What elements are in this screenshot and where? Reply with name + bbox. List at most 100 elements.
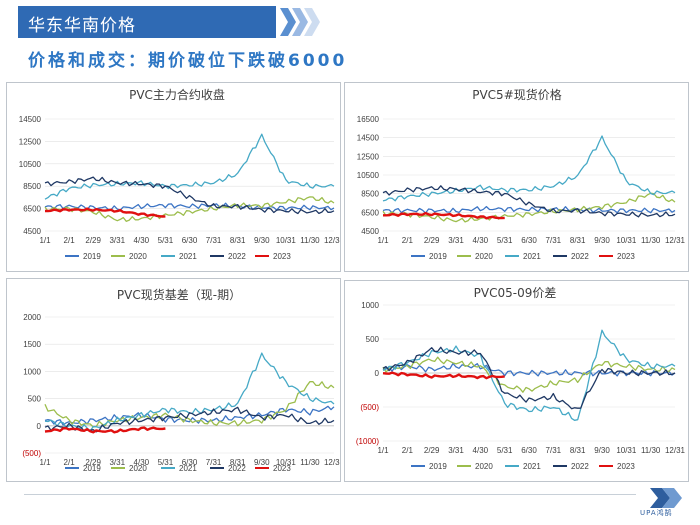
company-logo-text: UPA鸿鹄 xyxy=(640,509,673,517)
y-tick-label: (1000) xyxy=(356,437,379,446)
legend-label-2022: 2022 xyxy=(571,462,589,471)
x-tick-label: 6/30 xyxy=(521,236,537,245)
series-line-2022 xyxy=(44,406,335,433)
y-tick-label: 8500 xyxy=(23,182,41,191)
series-line-2020 xyxy=(44,196,335,222)
series-line-2021 xyxy=(44,133,335,200)
series-line-2021 xyxy=(382,329,676,421)
chevron-right-icon xyxy=(304,8,320,36)
y-tick-label: 8500 xyxy=(361,190,379,199)
series-line-2020 xyxy=(382,356,676,393)
y-tick-label: 4500 xyxy=(361,227,379,236)
series-line-2020 xyxy=(44,380,335,428)
y-tick-label: 2000 xyxy=(23,313,41,322)
x-tick-label: 8/31 xyxy=(570,236,586,245)
x-tick-label: 11/30 xyxy=(300,236,320,245)
legend-label-2021: 2021 xyxy=(179,252,197,261)
header-bar xyxy=(18,6,276,38)
x-tick-label: 10/31 xyxy=(616,446,637,455)
y-tick-label: 10500 xyxy=(357,171,380,180)
x-tick-label: 2/1 xyxy=(64,458,76,467)
x-tick-label: 9/30 xyxy=(254,236,270,245)
x-tick-label: 6/30 xyxy=(182,236,198,245)
x-tick-label: 5/31 xyxy=(158,236,174,245)
chart-panel-basis: PVC现货基差（现-期） 2000 1500 1000 500 0 (500) 1/1 2/1 2… xyxy=(6,278,341,482)
x-tick-label: 12/31 xyxy=(665,446,686,455)
x-tick-label: 5/31 xyxy=(158,458,174,467)
legend-label-2022: 2022 xyxy=(228,464,246,473)
x-tick-label: 1/1 xyxy=(377,446,389,455)
x-tick-label: 7/31 xyxy=(206,458,222,467)
page-title: 华东华南价格 xyxy=(28,16,136,36)
x-tick-label: 10/31 xyxy=(276,458,297,467)
y-tick-label: 6500 xyxy=(23,205,41,214)
legend-label-2021: 2021 xyxy=(523,462,541,471)
y-tick-label: 6500 xyxy=(361,208,379,217)
x-tick-label: 12/31 xyxy=(665,236,686,245)
series-line-2023 xyxy=(45,207,166,218)
x-tick-label: 3/31 xyxy=(109,236,125,245)
x-tick-label: 9/30 xyxy=(594,236,610,245)
x-tick-label: 2/1 xyxy=(402,446,414,455)
y-tick-label: 4500 xyxy=(23,227,41,236)
legend-label-2020: 2020 xyxy=(129,464,147,473)
y-tick-label: 0 xyxy=(375,369,380,378)
company-logo-icon xyxy=(650,488,682,508)
x-tick-label: 5/31 xyxy=(497,446,513,455)
chart-spread-05-09: PVC05-09价差 1000 500 0 (500) (1000)1/1 2/1 2/29 3… xyxy=(356,286,686,471)
x-tick-label: 2/29 xyxy=(424,236,440,245)
x-tick-label: 7/31 xyxy=(546,236,562,245)
chart-title: PVC现货基差（现-期） xyxy=(117,287,241,302)
legend-label-2019: 2019 xyxy=(429,462,447,471)
series-line-2019 xyxy=(44,405,335,426)
legend-label-2021: 2021 xyxy=(523,252,541,261)
header-banner: 华东华南价格 xyxy=(0,0,700,40)
chevron-right-icon xyxy=(280,8,296,36)
legend-label-2020: 2020 xyxy=(475,462,493,471)
x-tick-label: 2/29 xyxy=(424,446,440,455)
series-line-2023 xyxy=(383,211,505,220)
chart-panel-spread: PVC05-09价差 1000 500 0 (500) (1000) 1/1 2/1 2/29 3… xyxy=(344,280,689,482)
y-tick-label: 1000 xyxy=(23,367,41,376)
x-tick-label: 2/29 xyxy=(85,458,101,467)
x-tick-label: 10/31 xyxy=(616,236,637,245)
legend-label-2023: 2023 xyxy=(273,252,291,261)
x-tick-label: 4/30 xyxy=(473,446,489,455)
chevron-right-icon xyxy=(292,8,308,36)
chart-panel-futures-close: PVC主力合约收盘 14500 12500 10500 8500 6500 4500 1/1 2… xyxy=(6,82,341,272)
x-tick-label: 9/30 xyxy=(594,446,610,455)
series-line-2022 xyxy=(382,346,676,410)
y-tick-label: 500 xyxy=(366,335,380,344)
series-line-2019 xyxy=(44,202,335,211)
chart-title: PVC5#现货价格 xyxy=(472,87,562,102)
x-tick-label: 8/31 xyxy=(570,446,586,455)
y-tick-label: 1000 xyxy=(361,301,379,310)
series-line-2023 xyxy=(44,426,166,434)
chart-spot-price: PVC5#现货价格 16500 14500 12500 10500 8500 6500 450… xyxy=(357,87,686,261)
legend-label-2019: 2019 xyxy=(83,252,101,261)
legend-label-2020: 2020 xyxy=(475,252,493,261)
legend-label-2021: 2021 xyxy=(179,464,197,473)
x-tick-label: 2/1 xyxy=(64,236,76,245)
x-tick-label: 11/30 xyxy=(641,446,661,455)
legend-label-2022: 2022 xyxy=(228,252,246,261)
y-tick-label: (500) xyxy=(360,403,379,412)
x-tick-label: 11/30 xyxy=(300,458,320,467)
legend-label-2022: 2022 xyxy=(571,252,589,261)
x-tick-label: 12/31 xyxy=(324,458,340,467)
x-tick-label: 6/30 xyxy=(182,458,198,467)
y-tick-label: 0 xyxy=(37,422,42,431)
y-tick-label: 14500 xyxy=(357,134,380,143)
x-tick-label: 2/29 xyxy=(85,236,101,245)
x-tick-label: 3/31 xyxy=(448,236,464,245)
y-tick-label: 12500 xyxy=(357,152,380,161)
y-tick-label: (500) xyxy=(22,449,41,458)
x-tick-label: 5/31 xyxy=(497,236,513,245)
x-tick-label: 11/30 xyxy=(641,236,661,245)
x-tick-label: 3/31 xyxy=(448,446,464,455)
x-tick-label: 9/30 xyxy=(254,458,270,467)
page-subtitle: 价格和成交：期价破位下跌破6000 xyxy=(28,51,348,71)
y-tick-label: 500 xyxy=(28,395,42,404)
legend-label-2020: 2020 xyxy=(129,252,147,261)
